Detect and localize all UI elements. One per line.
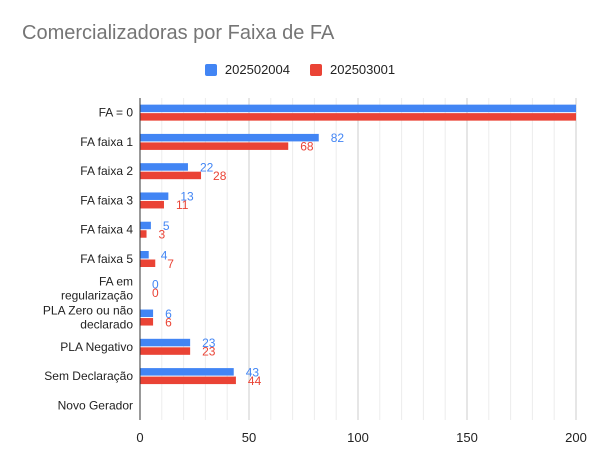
y-category-label: declarado <box>80 318 133 332</box>
data-label-series-1: 23 <box>202 336 216 350</box>
bar-series-2 <box>140 318 154 326</box>
legend-label-series-1: 202502004 <box>224 62 290 77</box>
bar-series-2 <box>140 347 191 355</box>
legend-item-series-1[interactable]: 202502004 <box>204 62 290 77</box>
data-label-series-2: 6 <box>165 315 172 329</box>
data-label-series-1: 4 <box>161 248 168 262</box>
chart-legend: 202502004 202503001 <box>0 62 600 77</box>
legend-swatch-series-1 <box>204 63 217 76</box>
y-category-label: PLA Negativo <box>60 340 133 354</box>
bar-series-1 <box>140 221 151 230</box>
bar-series-1 <box>140 251 149 259</box>
data-label-series-2: 28 <box>213 169 227 183</box>
bar-series-1 <box>140 104 576 113</box>
legend-swatch-series-2 <box>310 63 322 76</box>
chart-title: Comercializadoras por Faixa de FA <box>22 22 335 44</box>
bar-series-1 <box>140 163 188 171</box>
data-label-series-2: 0 <box>152 286 159 300</box>
bar-series-2 <box>140 171 202 180</box>
data-label-series-2: 7 <box>167 257 174 271</box>
y-category-label: FA faixa 5 <box>80 252 133 266</box>
bar-series-1 <box>140 338 191 347</box>
y-category-label: PLA Zero ou não <box>43 304 133 318</box>
legend-label-series-2: 202503001 <box>330 62 396 77</box>
data-label-series-1: 43 <box>246 365 260 379</box>
y-category-label: FA = 0 <box>99 106 134 120</box>
data-label-series-1: 0 <box>152 278 159 292</box>
y-category-label: FA faixa 3 <box>80 193 133 207</box>
data-label-series-2: 68 <box>300 140 314 154</box>
bar-series-2 <box>140 259 156 267</box>
data-label-series-2: 3 <box>159 227 166 241</box>
y-category-label: Novo Gerador <box>58 398 133 412</box>
data-label-series-1: 82 <box>331 131 345 145</box>
data-label-series-1: 22 <box>200 160 214 174</box>
x-tick-label: 100 <box>347 430 369 445</box>
bar-series-2 <box>140 230 147 238</box>
x-tick-label: 200 <box>565 430 587 445</box>
legend-item-series-2[interactable]: 202503001 <box>310 62 395 77</box>
bar-series-2 <box>140 376 236 385</box>
data-label-series-1: 5 <box>163 219 170 233</box>
bar-series-2 <box>140 113 576 121</box>
bar-series-1 <box>140 309 154 318</box>
bar-series-2 <box>140 200 164 209</box>
x-tick-label: 0 <box>136 430 143 445</box>
x-tick-label: 50 <box>242 430 256 445</box>
bar-series-1 <box>140 192 169 200</box>
data-label-series-1: 6 <box>165 307 172 321</box>
bar-series-1 <box>140 133 319 142</box>
data-label-series-2: 11 <box>176 198 189 212</box>
x-tick-label: 150 <box>456 430 478 445</box>
data-label-series-1: 13 <box>180 190 194 204</box>
data-label-series-2: 44 <box>248 374 262 388</box>
y-category-label: FA faixa 4 <box>80 223 133 237</box>
data-label-series-2: 23 <box>202 345 216 359</box>
bar-series-1 <box>140 368 234 376</box>
y-category-label: FA faixa 2 <box>80 164 133 178</box>
y-category-label: regularização <box>61 288 133 302</box>
y-category-label: FA em <box>99 274 133 288</box>
y-category-label: FA faixa 1 <box>80 135 133 149</box>
y-category-label: Sem Declaração <box>44 369 133 383</box>
bar-series-2 <box>140 142 289 150</box>
